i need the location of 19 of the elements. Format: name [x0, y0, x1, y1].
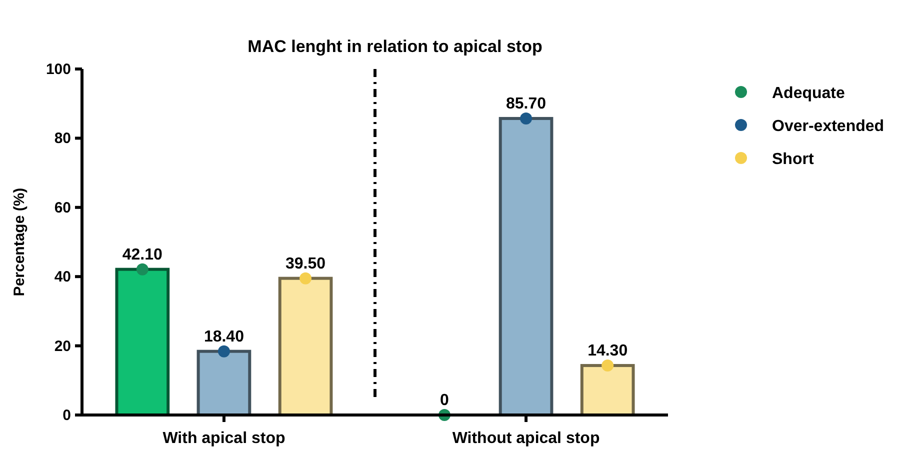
y-tick-label: 100 [46, 61, 71, 78]
x-tick-label: With apical stop [162, 430, 286, 447]
data-label: 18.40 [204, 328, 244, 346]
data-label: 85.70 [506, 95, 546, 112]
x-tick-label: Without apical stop [452, 430, 600, 447]
y-tick-label: 60 [54, 199, 71, 216]
legend-label: Over-extended [772, 118, 884, 135]
data-label: 0 [440, 392, 450, 409]
y-tick-label: 0 [62, 407, 71, 424]
legend-label: Adequate [772, 85, 845, 102]
data-label: 14.30 [588, 342, 628, 360]
y-tick-label: 80 [54, 130, 71, 148]
chart-title: MAC lenght in relation to apical stop [248, 37, 542, 56]
data-label: 39.50 [286, 255, 326, 272]
y-tick-label: 40 [54, 268, 71, 286]
y-tick-label: 20 [54, 338, 71, 355]
data-label: 42.10 [122, 246, 163, 264]
legend-label: Short [772, 151, 814, 168]
y-axis-title: Percentage (%) [11, 188, 28, 296]
